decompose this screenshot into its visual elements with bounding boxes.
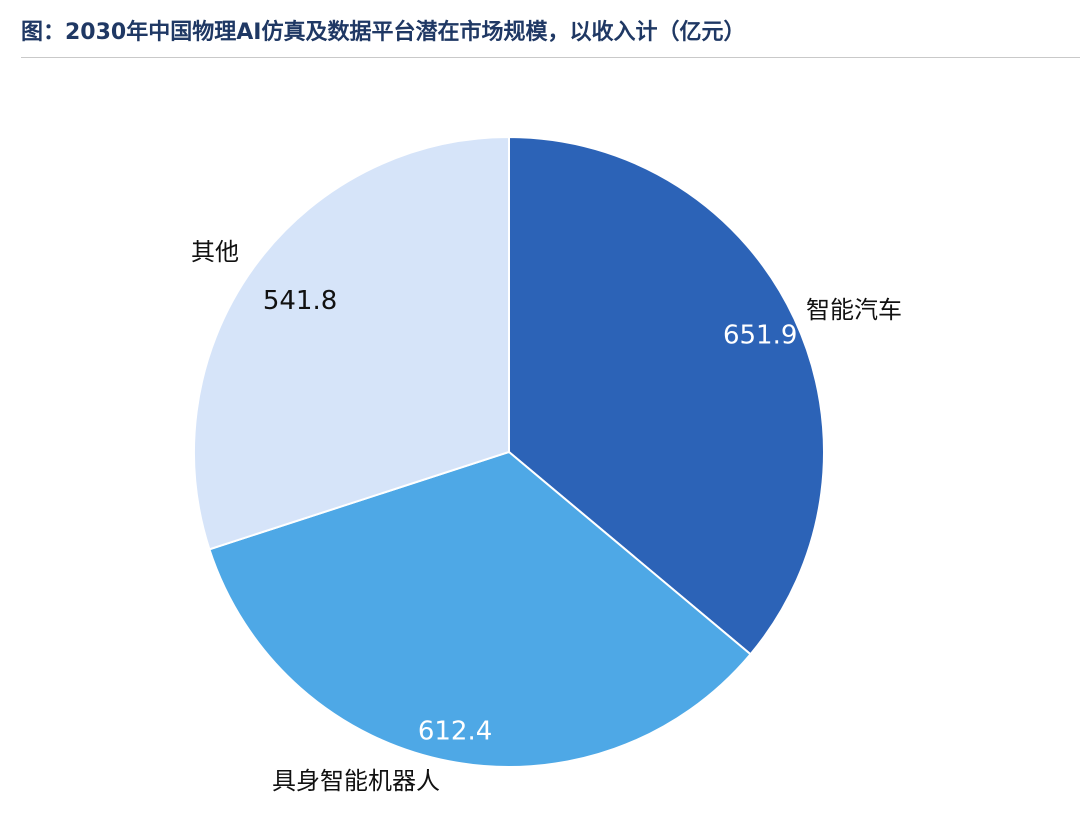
- pie-labels: 651.9 智能汽车 612.4 具身智能机器人 541.8 其他: [191, 238, 902, 795]
- slice-value-label: 541.8: [263, 286, 337, 316]
- slice-category-label: 智能汽车: [806, 296, 902, 324]
- pie-slice-3: [193, 135, 510, 551]
- slice-value-label: 612.4: [418, 716, 492, 746]
- slice-category-label: 具身智能机器人: [272, 767, 440, 795]
- pie-slice-1: [508, 135, 825, 656]
- slice-value-label: 651.9: [723, 321, 797, 351]
- title-divider: [21, 57, 1080, 58]
- slice-category-label: 其他: [191, 238, 239, 266]
- pie-slice-2: [208, 450, 752, 768]
- chart-title: 图：2030年中国物理AI仿真及数据平台潜在市场规模，以收入计（亿元）: [21, 20, 746, 45]
- pie-slices: [193, 135, 825, 768]
